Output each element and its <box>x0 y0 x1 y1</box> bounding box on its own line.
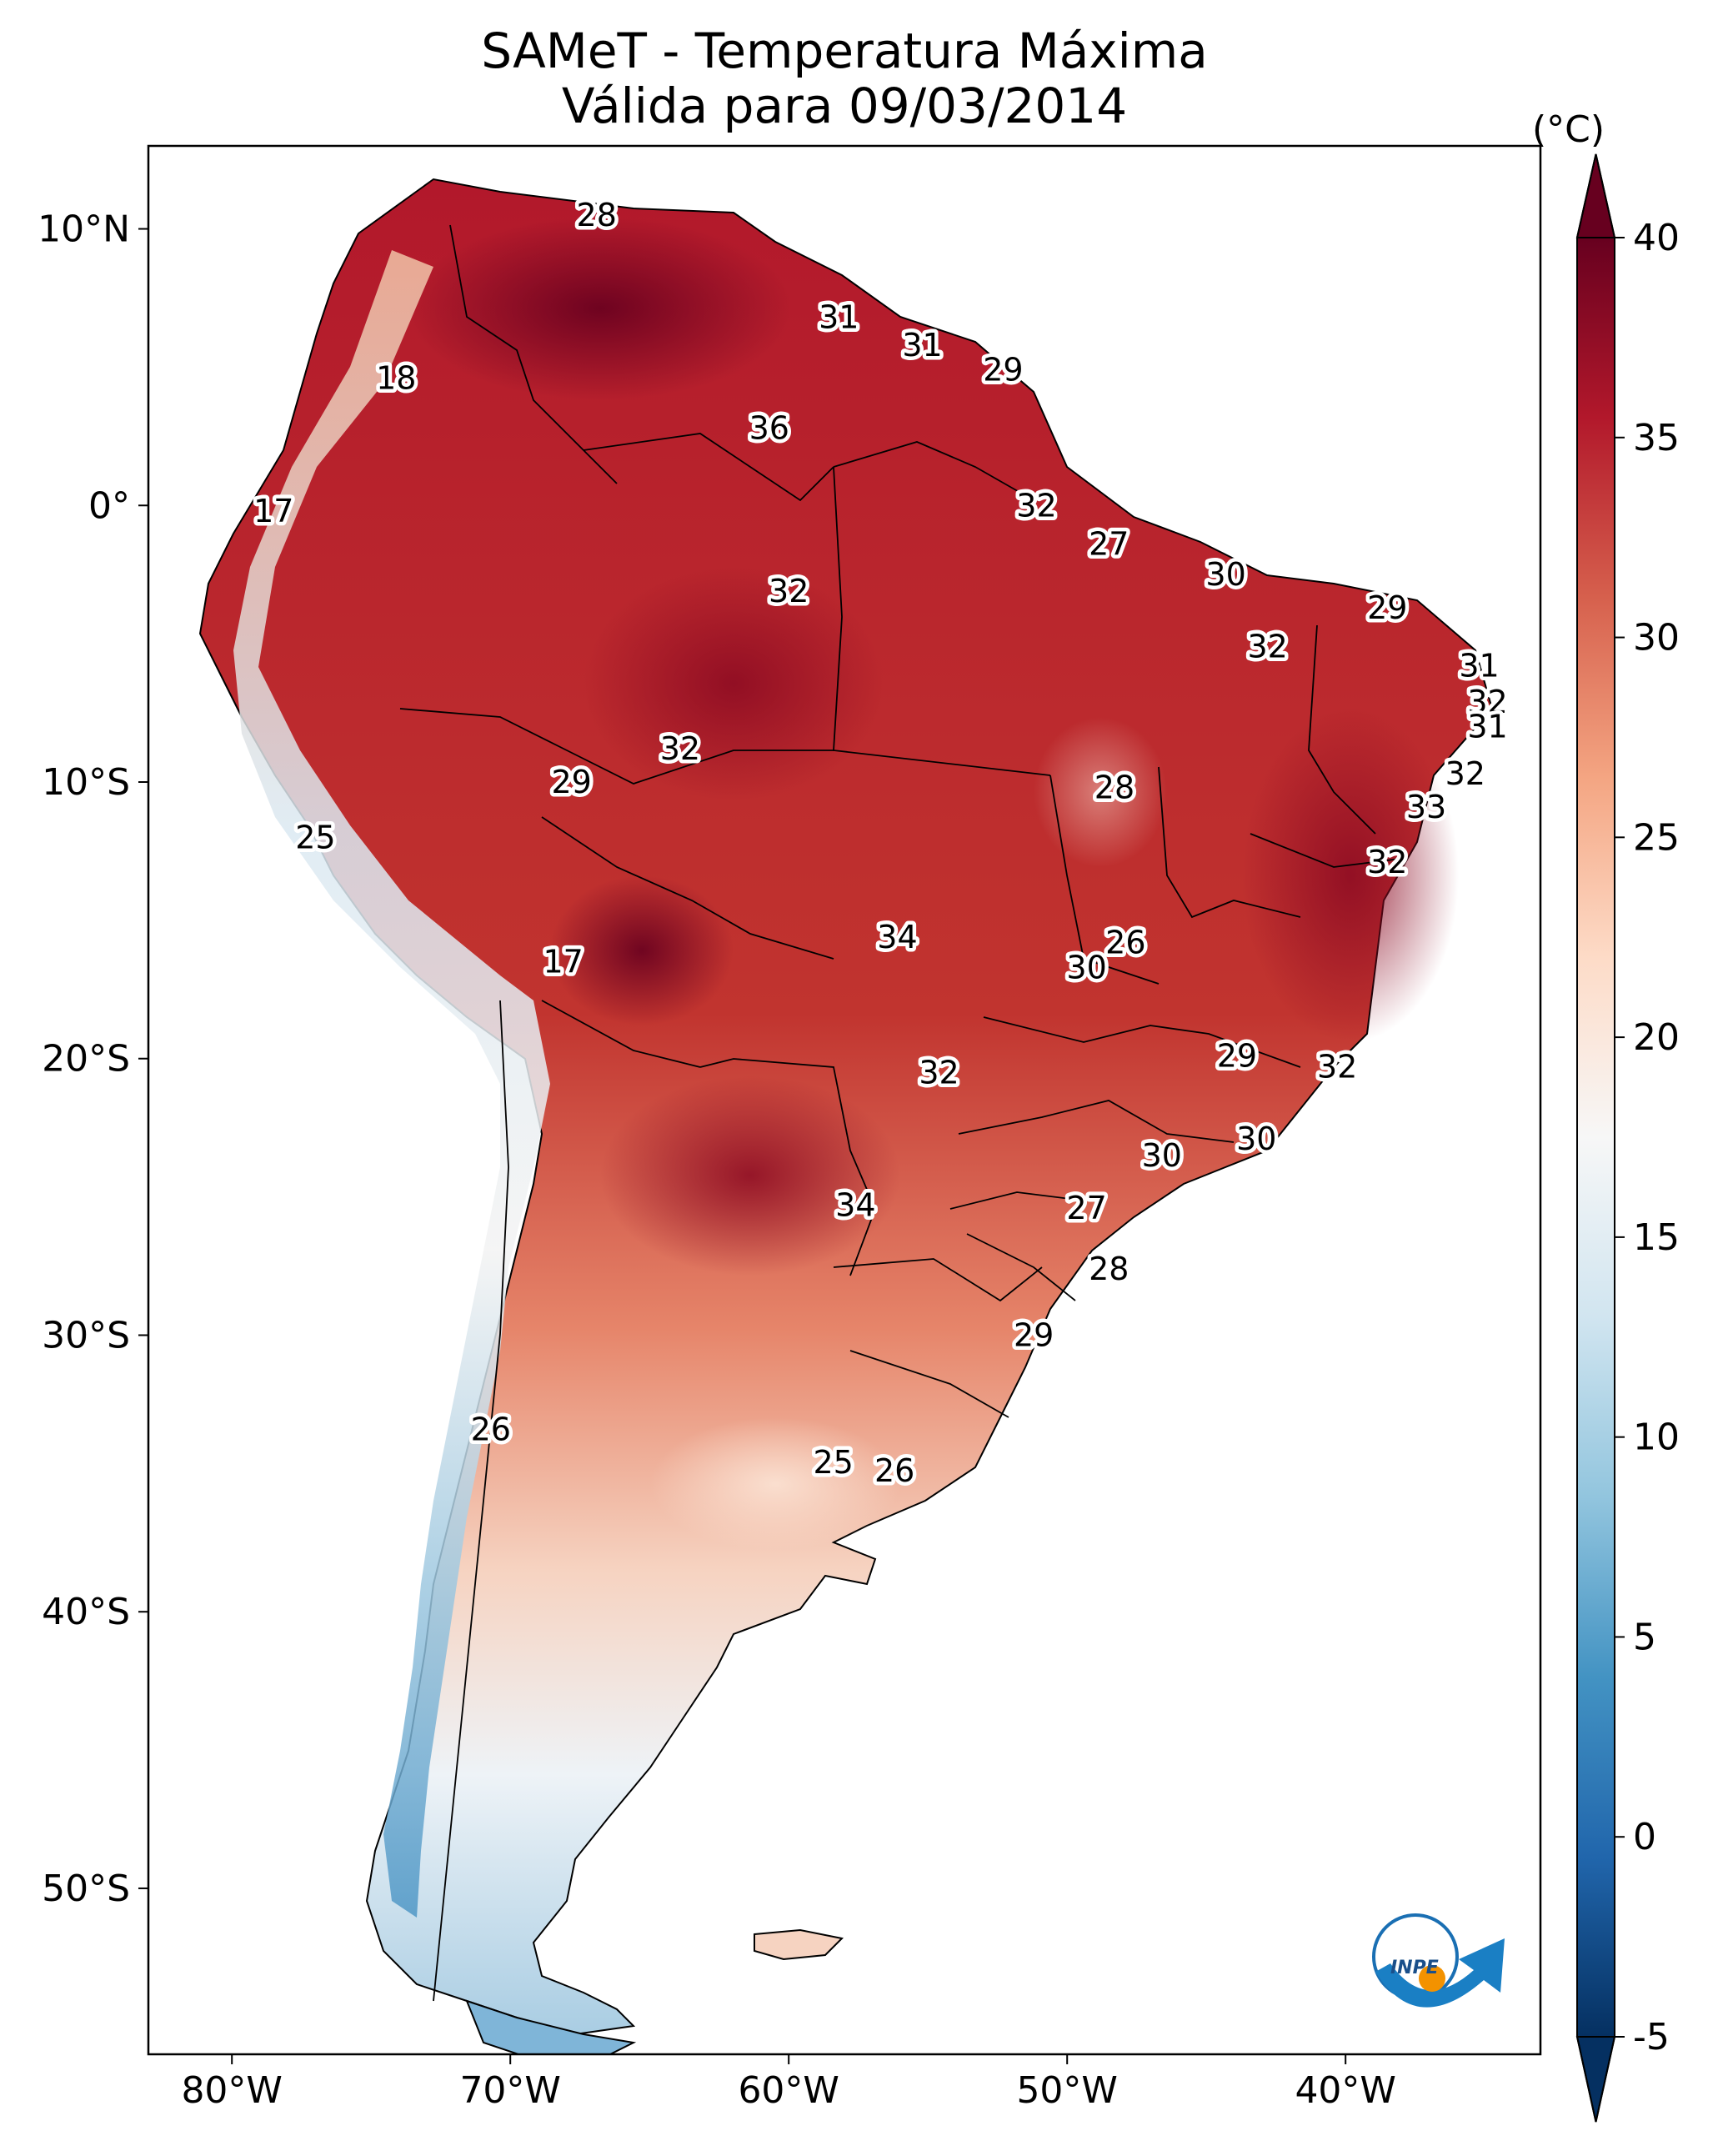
x-tick-label: 40°W <box>1295 2069 1396 2112</box>
city-temperature-label: 32 <box>1016 487 1056 524</box>
colorbar-tick-label: 35 <box>1633 417 1680 459</box>
city-temperature-label: 30 <box>1205 556 1245 593</box>
city-temperature-label: 31 <box>902 327 942 364</box>
city-temperature-label: 30 <box>1066 949 1106 985</box>
city-temperature-label: 18 <box>376 360 416 397</box>
x-tick-label: 60°W <box>738 2069 839 2112</box>
colorbar-tick-label: 0 <box>1633 1816 1656 1858</box>
colorbar-tick-label: 5 <box>1633 1616 1656 1658</box>
city-temperature-label: 32 <box>1317 1049 1357 1086</box>
city-temperature-label: 28 <box>1094 770 1134 806</box>
city-temperature-label: 27 <box>1089 526 1129 563</box>
city-temperature-label: 29 <box>983 352 1023 389</box>
y-tick-label: 50°S <box>42 1868 130 1910</box>
y-tick-label: 10°N <box>38 208 130 251</box>
colorbar-unit-label: (°C) <box>1532 108 1605 151</box>
city-temperature-label: 32 <box>919 1054 959 1091</box>
x-tick-label: 70°W <box>459 2069 561 2112</box>
city-temperature-label: 31 <box>1459 648 1499 684</box>
colorbar-tick-label: 30 <box>1633 617 1680 659</box>
x-tick-label: 80°W <box>181 2069 283 2112</box>
city-temperature-label: 34 <box>877 919 917 955</box>
city-temperature-label: 32 <box>769 573 809 609</box>
city-temperature-label: 29 <box>1217 1037 1257 1074</box>
city-temperature-label: 27 <box>1066 1190 1106 1226</box>
colorbar-tick-label: 25 <box>1633 816 1680 859</box>
colorbar-tick-label: 40 <box>1633 217 1680 259</box>
city-temperature-label: 31 <box>1467 709 1507 745</box>
inpe-logo: INPE <box>1372 1913 1505 2008</box>
colorbar-tick-label: 20 <box>1633 1016 1680 1059</box>
x-axis: 80°W 70°W 60°W 50°W 40°W <box>181 2054 1396 2112</box>
y-tick-label: 40°S <box>42 1591 130 1633</box>
city-temperature-label: 29 <box>1014 1316 1054 1353</box>
city-temperature-label: 31 <box>819 299 859 336</box>
y-tick-label: 0° <box>88 484 130 527</box>
colorbar-min-extend <box>1575 2036 1616 2123</box>
city-temperature-label: 29 <box>552 764 592 800</box>
colorbar-tick-label: -5 <box>1633 2016 1670 2058</box>
city-temperature-label: 32 <box>1367 844 1407 880</box>
city-temperature-label: 32 <box>1467 684 1507 720</box>
city-temperature-label: 17 <box>543 944 583 980</box>
city-temperature-label: 36 <box>749 409 789 446</box>
map-subtitle: Válida para 09/03/2014 <box>561 78 1128 134</box>
city-temperature-label: 32 <box>660 730 700 767</box>
city-temperature-label: 28 <box>577 197 617 233</box>
colorbar-tick-label: 10 <box>1633 1416 1680 1459</box>
colorbar-scale <box>1577 238 1615 2037</box>
y-tick-label: 10°S <box>42 761 130 804</box>
city-temperature-label: 25 <box>295 819 335 855</box>
colorbar-max-extend <box>1575 153 1616 238</box>
map-frame <box>147 144 1542 2056</box>
y-tick-label: 30°S <box>42 1314 130 1356</box>
city-temperature-label: 34 <box>835 1187 875 1224</box>
map-title: SAMeT - Temperatura Máxima <box>481 23 1208 79</box>
city-temperature-label: 26 <box>1105 924 1145 960</box>
y-axis: 10°N 0° 10°S 20°S 30°S 40°S 50°S <box>38 208 148 1910</box>
city-temperature-label: 30 <box>1142 1137 1182 1174</box>
colorbar: 40 35 30 25 20 15 10 5 0 -5 <box>1575 153 1680 2123</box>
y-tick-label: 20°S <box>42 1038 130 1081</box>
city-temperature-label: 32 <box>1248 628 1288 664</box>
city-temperature-label: 33 <box>1406 789 1446 825</box>
colorbar-tick-label: 15 <box>1633 1216 1680 1259</box>
continent-shape <box>198 178 1494 2054</box>
city-temperature-label: 25 <box>813 1444 853 1481</box>
svg-text:INPE: INPE <box>1390 1958 1439 1978</box>
city-temperature-label: 17 <box>253 493 293 529</box>
city-temperature-label: 32 <box>1445 755 1485 792</box>
x-tick-label: 50°W <box>1016 2069 1118 2112</box>
city-temperature-label: 29 <box>1367 589 1407 626</box>
city-temperature-label: 26 <box>874 1452 914 1489</box>
city-temperature-label: 28 <box>1089 1251 1129 1287</box>
city-temperature-label: 26 <box>471 1411 511 1447</box>
city-temperature-label: 30 <box>1236 1121 1276 1157</box>
